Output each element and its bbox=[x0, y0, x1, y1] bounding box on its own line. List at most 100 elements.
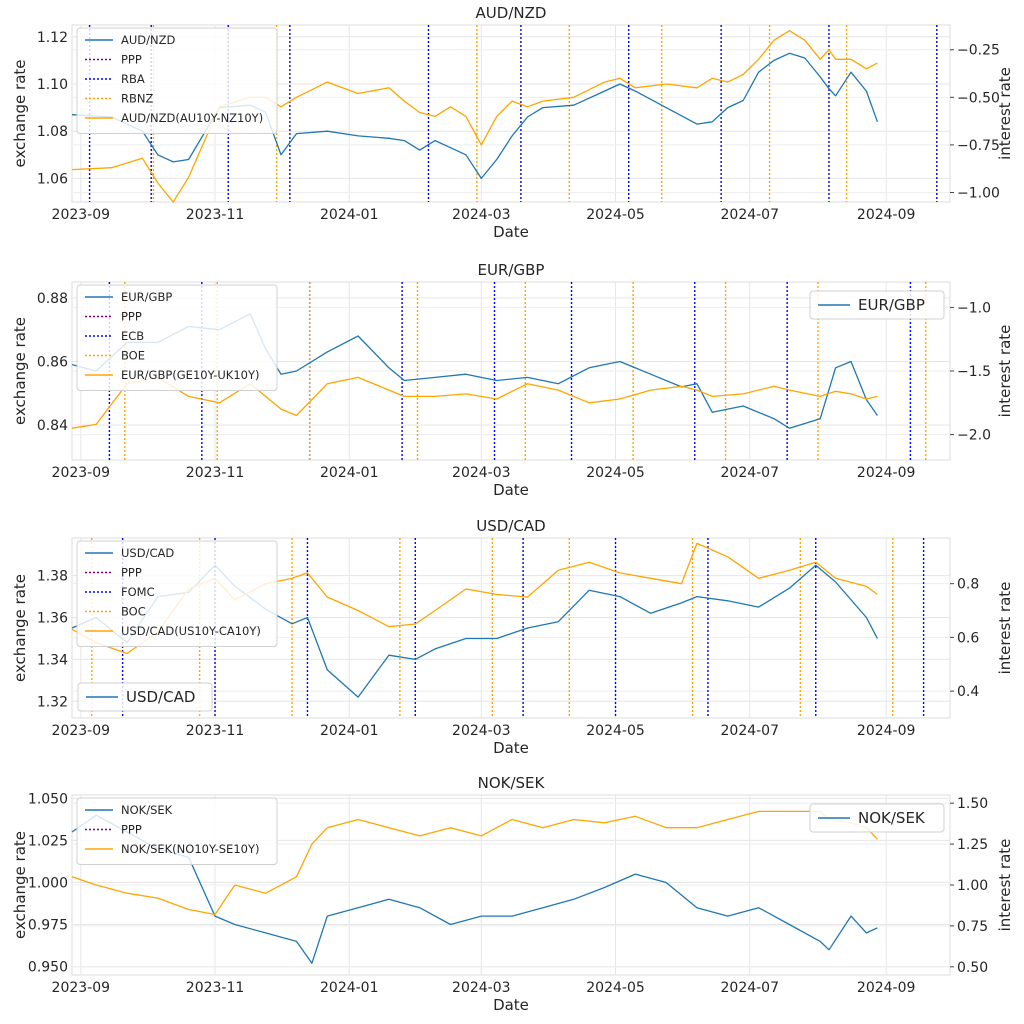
x-tick-label: 2024-03 bbox=[452, 980, 511, 996]
chart-title: USD/CAD bbox=[476, 517, 545, 535]
y2-axis-label: interest rate bbox=[996, 839, 1014, 932]
y2-tick-label: −2.0 bbox=[957, 428, 991, 444]
y-tick-label: 0.86 bbox=[37, 354, 68, 370]
x-tick-label: 2024-03 bbox=[452, 465, 511, 481]
y-tick-label: 1.10 bbox=[37, 77, 68, 93]
legend-box bbox=[76, 284, 278, 391]
y-tick-label: 0.84 bbox=[37, 418, 68, 434]
y2-tick-label: 0.6 bbox=[957, 630, 979, 646]
x-tick-label: 2024-01 bbox=[320, 465, 379, 481]
series-line-interest-rate bbox=[71, 376, 878, 429]
legend: EUR/GBP PPP ECB BOE EUR/GBP(GE10Y-UK10Y) bbox=[76, 284, 278, 391]
y2-tick-label: 0.50 bbox=[957, 960, 988, 976]
x-axis-label: Date bbox=[493, 996, 529, 1014]
x-tick-label: 2024-03 bbox=[452, 723, 511, 739]
y2-tick-label: −1.00 bbox=[957, 185, 1000, 201]
y2-tick-label: 1.25 bbox=[957, 837, 988, 853]
chart-title: AUD/NZD bbox=[476, 4, 547, 22]
legend-label: USD/CAD bbox=[121, 546, 174, 560]
x-tick-label: 2024-01 bbox=[320, 723, 379, 739]
y2-tick-label: 0.8 bbox=[957, 577, 979, 593]
y2-axis-label: interest rate bbox=[996, 325, 1014, 418]
y2-tick-label: −0.50 bbox=[957, 90, 1000, 106]
legend-box bbox=[809, 803, 945, 833]
x-axis-label: Date bbox=[493, 739, 529, 757]
y-axis-label: exchange rate bbox=[11, 59, 29, 167]
legend-label: PPP bbox=[121, 566, 142, 580]
y-axis-label: exchange rate bbox=[11, 831, 29, 939]
legend-label: BOE bbox=[121, 349, 145, 363]
chart-panel-3: 2023-09 2023-11 2024-01 2024-03 2024-05 2024-… bbox=[11, 774, 1014, 1014]
x-tick-label: 2024-01 bbox=[320, 980, 379, 996]
legend-box bbox=[76, 540, 278, 647]
x-tick-label: 2024-03 bbox=[452, 207, 511, 223]
x-tick-label: 2024-05 bbox=[586, 980, 645, 996]
x-tick-label: 2024-07 bbox=[721, 723, 780, 739]
series-line-exchange-rate bbox=[71, 814, 878, 964]
legend-label: USD/CAD bbox=[126, 688, 195, 706]
y2-tick-label: 0.4 bbox=[957, 684, 979, 700]
x-tick-label: 2023-09 bbox=[52, 207, 111, 223]
legend-secondary: EUR/GBP bbox=[809, 290, 945, 320]
y2-tick-label: −1.5 bbox=[957, 364, 991, 380]
y2-tick-label: 0.75 bbox=[957, 919, 988, 935]
legend-secondary: USD/CAD bbox=[77, 682, 213, 712]
x-tick-label: 2023-09 bbox=[52, 723, 111, 739]
x-tick-label: 2024-07 bbox=[721, 465, 780, 481]
x-tick-label: 2024-05 bbox=[586, 465, 645, 481]
x-tick-label: 2023-09 bbox=[52, 980, 111, 996]
legend-secondary: NOK/SEK bbox=[809, 803, 945, 833]
legend-label: PPP bbox=[121, 823, 142, 837]
legend-box bbox=[809, 290, 945, 320]
y-tick-label: 0.950 bbox=[28, 960, 68, 976]
y-tick-label: 1.34 bbox=[37, 652, 68, 668]
x-tick-label: 2024-09 bbox=[857, 465, 916, 481]
legend-label: FOMC bbox=[121, 585, 155, 599]
legend-label: NOK/SEK(NO10Y-SE10Y) bbox=[121, 842, 259, 856]
legend-label: PPP bbox=[121, 310, 142, 324]
legend-label: NOK/SEK bbox=[121, 803, 173, 817]
x-axis-label: Date bbox=[493, 223, 529, 241]
legend-box bbox=[77, 682, 213, 712]
legend-label: ECB bbox=[121, 329, 144, 343]
legend-label: EUR/GBP(GE10Y-UK10Y) bbox=[121, 368, 260, 382]
legend-label: BOC bbox=[121, 605, 146, 619]
legend-label: RBA bbox=[121, 72, 145, 86]
y2-tick-label: 1.00 bbox=[957, 878, 988, 894]
legend: AUD/NZD PPP RBA RBNZ AUD/NZD(AU10Y-NZ10Y) bbox=[76, 27, 278, 134]
x-tick-label: 2024-09 bbox=[857, 980, 916, 996]
x-tick-label: 2024-09 bbox=[857, 207, 916, 223]
y-tick-label: 1.38 bbox=[37, 569, 68, 585]
y-tick-label: 1.025 bbox=[28, 833, 68, 849]
x-tick-label: 2024-07 bbox=[721, 207, 780, 223]
chart-title: NOK/SEK bbox=[478, 774, 546, 792]
y2-axis-label: interest rate bbox=[996, 67, 1014, 160]
x-tick-label: 2023-11 bbox=[186, 723, 245, 739]
y-axis-label: exchange rate bbox=[11, 574, 29, 682]
chart-panel-1: 2023-09 2023-11 2024-01 2024-03 2024-05 2024-… bbox=[11, 261, 1014, 499]
chart-panel-0: 2023-09 2023-11 2024-01 2024-03 2024-05 2024-… bbox=[11, 4, 1014, 241]
y-tick-label: 1.000 bbox=[28, 875, 68, 891]
x-tick-label: 2024-05 bbox=[586, 207, 645, 223]
x-tick-label: 2023-09 bbox=[52, 465, 111, 481]
y2-tick-label: −0.25 bbox=[957, 43, 1000, 59]
x-tick-label: 2024-05 bbox=[586, 723, 645, 739]
legend-label: AUD/NZD(AU10Y-NZ10Y) bbox=[121, 111, 263, 125]
y-axis-label: exchange rate bbox=[11, 317, 29, 425]
chart-panel-2: 2023-09 2023-11 2024-01 2024-03 2024-05 2024-… bbox=[11, 517, 1014, 757]
legend-label: USD/CAD(US10Y-CA10Y) bbox=[121, 624, 261, 638]
legend-label: NOK/SEK bbox=[858, 809, 926, 827]
y-tick-label: 1.06 bbox=[37, 171, 68, 187]
x-tick-label: 2023-11 bbox=[186, 465, 245, 481]
series-line-interest-rate bbox=[71, 810, 878, 916]
legend-box bbox=[76, 797, 278, 865]
y-tick-label: 1.08 bbox=[37, 124, 68, 140]
x-tick-label: 2024-09 bbox=[857, 723, 916, 739]
legend: NOK/SEK PPP NOK/SEK(NO10Y-SE10Y) bbox=[76, 797, 278, 865]
y-tick-label: 1.050 bbox=[28, 791, 68, 807]
y-tick-label: 0.88 bbox=[37, 291, 68, 307]
y-tick-label: 1.12 bbox=[37, 30, 68, 46]
legend-label: EUR/GBP bbox=[121, 290, 172, 304]
x-tick-label: 2024-01 bbox=[320, 207, 379, 223]
